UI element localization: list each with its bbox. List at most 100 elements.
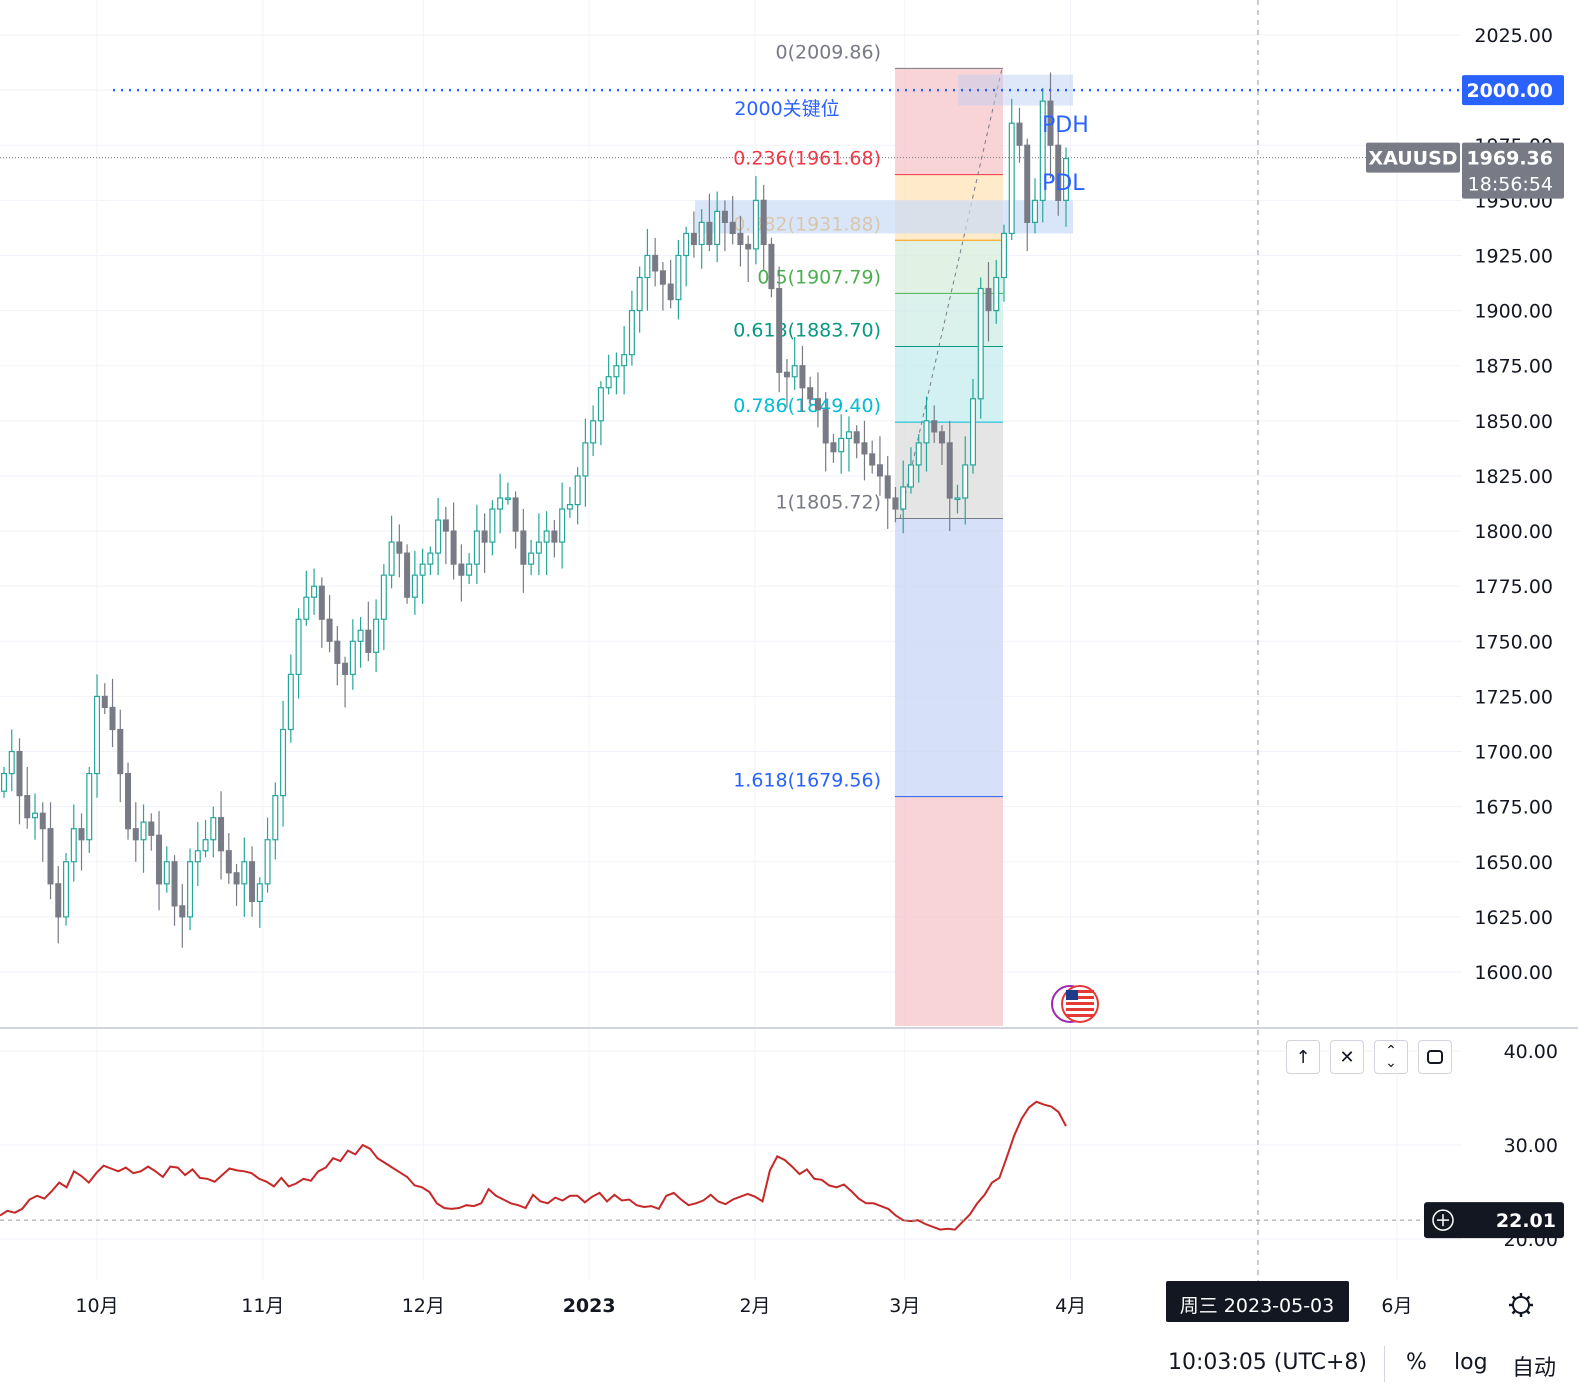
time-tick-label: 12月 bbox=[402, 1295, 445, 1317]
candle-body bbox=[659, 270, 666, 285]
pdl-label: PDL bbox=[1042, 171, 1085, 196]
candle-body bbox=[876, 464, 883, 477]
percent-scale-button[interactable]: % bbox=[1406, 1350, 1427, 1375]
candle-body bbox=[644, 254, 651, 279]
price-tick-label: 1650.00 bbox=[1474, 852, 1553, 874]
candle-body bbox=[838, 437, 845, 453]
candle-body bbox=[380, 574, 387, 620]
candle-body bbox=[597, 387, 604, 422]
candle-body bbox=[32, 812, 39, 819]
candle-body bbox=[582, 442, 589, 477]
candle-body bbox=[605, 376, 612, 389]
log-scale-button[interactable]: log bbox=[1454, 1350, 1488, 1375]
candle-body bbox=[706, 221, 713, 246]
candle-body bbox=[946, 442, 953, 499]
candle-body bbox=[489, 508, 496, 543]
candle-body bbox=[714, 210, 721, 246]
fib-level-label: 0.618(1883.70) bbox=[733, 320, 881, 342]
gear-tooth bbox=[1525, 1309, 1531, 1315]
price-tick-label: 1625.00 bbox=[1474, 907, 1553, 929]
collapse-pane-button[interactable]: ⌃ ⌄ bbox=[1374, 1040, 1408, 1074]
last-price-box bbox=[1462, 142, 1564, 199]
candle-body bbox=[218, 817, 225, 852]
candle-body bbox=[24, 795, 31, 819]
candle-body bbox=[636, 276, 643, 312]
timezone-clock[interactable]: 10:03:05 (UTC+8) bbox=[1168, 1350, 1368, 1375]
candle-body bbox=[466, 563, 473, 576]
price-tick-label: 1875.00 bbox=[1474, 356, 1553, 378]
fib-level-label: 1.618(1679.56) bbox=[733, 770, 881, 792]
maximize-pane-button[interactable] bbox=[1418, 1040, 1452, 1074]
candle-body bbox=[94, 695, 101, 775]
candle-body bbox=[760, 199, 767, 246]
key-level-price-label: 2000.00 bbox=[1466, 80, 1553, 102]
gear-tooth bbox=[1511, 1309, 1517, 1315]
candle-body bbox=[504, 497, 511, 501]
candle-body bbox=[388, 541, 395, 576]
candle-body bbox=[985, 287, 992, 312]
candle-body bbox=[845, 431, 852, 440]
auto-scale-button[interactable]: 自动 bbox=[1512, 1356, 1557, 1381]
move-up-button[interactable]: ↑ bbox=[1286, 1040, 1320, 1074]
candle-body bbox=[535, 541, 542, 554]
candle-body bbox=[559, 508, 566, 543]
candle-body bbox=[117, 728, 124, 775]
indicator-value-box bbox=[1424, 1202, 1564, 1239]
candle-body bbox=[481, 530, 488, 543]
last-price-label: 1969.36 bbox=[1466, 148, 1553, 170]
candle-body bbox=[520, 530, 527, 565]
fib-level-label: 0(2009.86) bbox=[776, 41, 881, 63]
pdh-label: PDH bbox=[1042, 113, 1089, 138]
gear-tooth bbox=[1511, 1295, 1517, 1301]
fib-level-label: 0.786(1849.40) bbox=[733, 395, 881, 417]
candle-body bbox=[737, 232, 744, 246]
remove-pane-button[interactable]: ✕ bbox=[1330, 1040, 1364, 1074]
candle-body bbox=[783, 371, 790, 378]
candle-body bbox=[698, 221, 705, 246]
candle-body bbox=[752, 199, 759, 250]
price-tick-label: 1600.00 bbox=[1474, 962, 1553, 984]
candle-body bbox=[295, 618, 302, 675]
candle-body bbox=[16, 750, 23, 797]
candle-body bbox=[1039, 100, 1046, 201]
indicator-line bbox=[0, 1100, 1067, 1231]
symbol-badge bbox=[1366, 142, 1460, 173]
candle-body bbox=[194, 850, 201, 863]
candle-body bbox=[675, 254, 682, 301]
candle-body bbox=[621, 354, 628, 367]
us-flag-stripe bbox=[1066, 990, 1094, 993]
candle-body bbox=[543, 530, 550, 543]
us-flag-stripe bbox=[1066, 1002, 1094, 1005]
candle-body bbox=[884, 475, 891, 499]
candle-body bbox=[497, 497, 504, 510]
candle-body bbox=[47, 828, 54, 885]
candle-body bbox=[892, 497, 899, 510]
fib-level-label: 1(1805.72) bbox=[776, 491, 881, 513]
time-tick-label: 2月 bbox=[739, 1295, 770, 1317]
fib-level-label: 0.5(1907.79) bbox=[757, 266, 881, 288]
price-tick-label: 1775.00 bbox=[1474, 576, 1553, 598]
arrow-up-icon: ↑ bbox=[1295, 1046, 1311, 1068]
candle-body bbox=[1024, 144, 1031, 223]
candle-body bbox=[132, 828, 139, 841]
candle-body bbox=[690, 232, 697, 246]
candle-body bbox=[745, 243, 752, 250]
close-icon: ✕ bbox=[1339, 1046, 1355, 1068]
candle-body bbox=[683, 232, 690, 257]
candle-body bbox=[900, 486, 907, 510]
candle-body bbox=[768, 243, 775, 290]
candle-body bbox=[256, 883, 263, 903]
price-tick-label: 1725.00 bbox=[1474, 686, 1553, 708]
candle-body bbox=[109, 706, 116, 731]
candle-body bbox=[776, 287, 783, 373]
price-tick-label: 1925.00 bbox=[1474, 245, 1553, 267]
weekly-high-zone bbox=[958, 74, 1073, 106]
candle-body bbox=[357, 629, 364, 642]
candle-body bbox=[101, 695, 108, 709]
collapse-icon: ⌃ ⌄ bbox=[1385, 1043, 1397, 1071]
us-flag-stripe bbox=[1066, 1008, 1094, 1011]
candle-body bbox=[249, 861, 256, 903]
candle-body bbox=[528, 552, 535, 565]
candle-body bbox=[869, 453, 876, 466]
